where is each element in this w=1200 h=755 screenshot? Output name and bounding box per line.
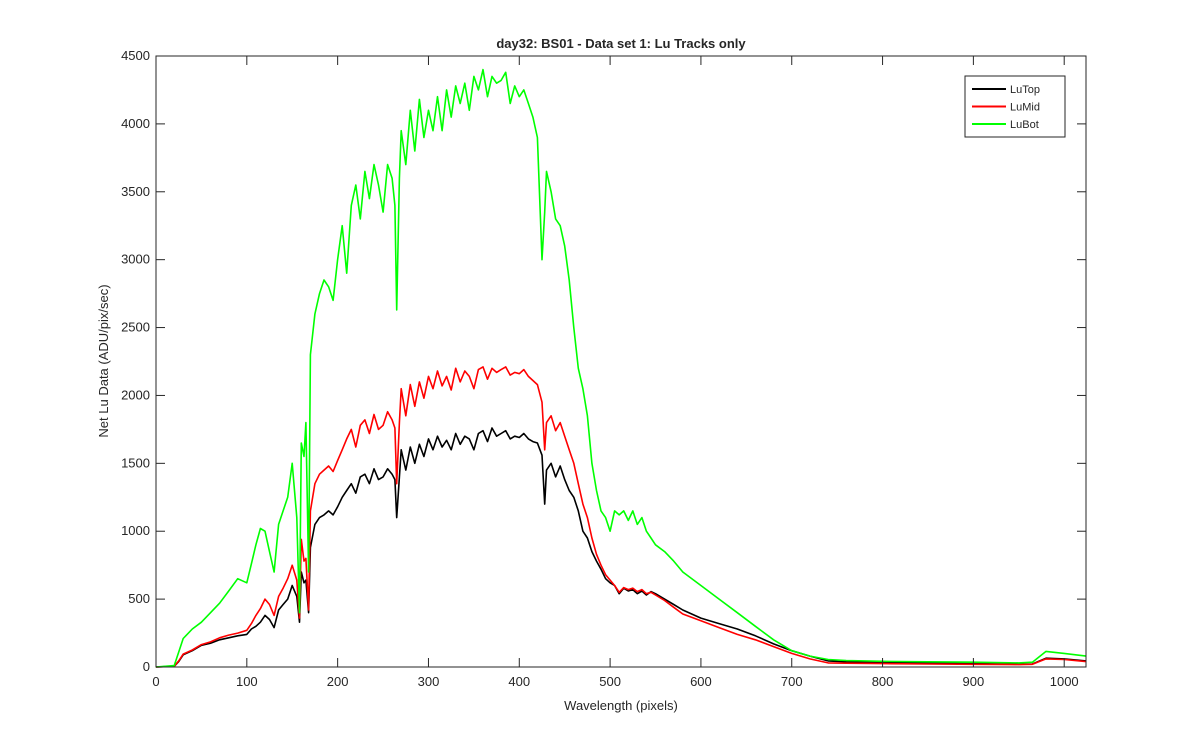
x-tick-label: 600 xyxy=(690,674,712,689)
x-tick-label: 1000 xyxy=(1050,674,1079,689)
series-line-lumid xyxy=(155,366,1087,668)
x-tick-label: 300 xyxy=(418,674,440,689)
y-tick-label: 1000 xyxy=(121,523,150,538)
y-tick-label: 4000 xyxy=(121,116,150,131)
y-tick-label: 2500 xyxy=(121,320,150,335)
x-tick-label: 200 xyxy=(327,674,349,689)
ticks-layer: 0 100 200 300 400 500 600 700 800 900 1000 0 500 1000… xyxy=(121,48,1086,689)
x-tick-label: 500 xyxy=(599,674,621,689)
y-tick-label: 1500 xyxy=(121,455,150,470)
legend-label-lumid: LuMid xyxy=(1010,102,1040,114)
legend: LuTop LuMid LuBot xyxy=(964,75,1066,138)
y-tick-label: 2000 xyxy=(121,387,150,402)
x-tick-label: 400 xyxy=(508,674,530,689)
chart-title: day32: BS01 - Data set 1: Lu Tracks only xyxy=(496,36,746,51)
y-tick-label: 3000 xyxy=(121,252,150,267)
series-line-lubot xyxy=(155,68,1087,668)
series-layer xyxy=(155,68,1087,668)
y-tick-label: 500 xyxy=(128,591,150,606)
plot-frame xyxy=(155,55,1087,668)
x-tick-label: 700 xyxy=(781,674,803,689)
y-tick-label: 0 xyxy=(143,659,150,674)
x-tick-label: 100 xyxy=(236,674,258,689)
legend-label-lutop: LuTop xyxy=(1010,84,1040,96)
y-tick-label: 4500 xyxy=(121,48,150,63)
y-tick-label: 3500 xyxy=(121,184,150,199)
y-axis-label: Net Lu Data (ADU/pix/sec) xyxy=(96,284,111,437)
legend-label-lubot: LuBot xyxy=(1010,119,1039,131)
x-tick-label: 900 xyxy=(963,674,985,689)
x-tick-label: 0 xyxy=(152,674,159,689)
x-tick-label: 800 xyxy=(872,674,894,689)
x-axis-label: Wavelength (pixels) xyxy=(564,698,678,713)
